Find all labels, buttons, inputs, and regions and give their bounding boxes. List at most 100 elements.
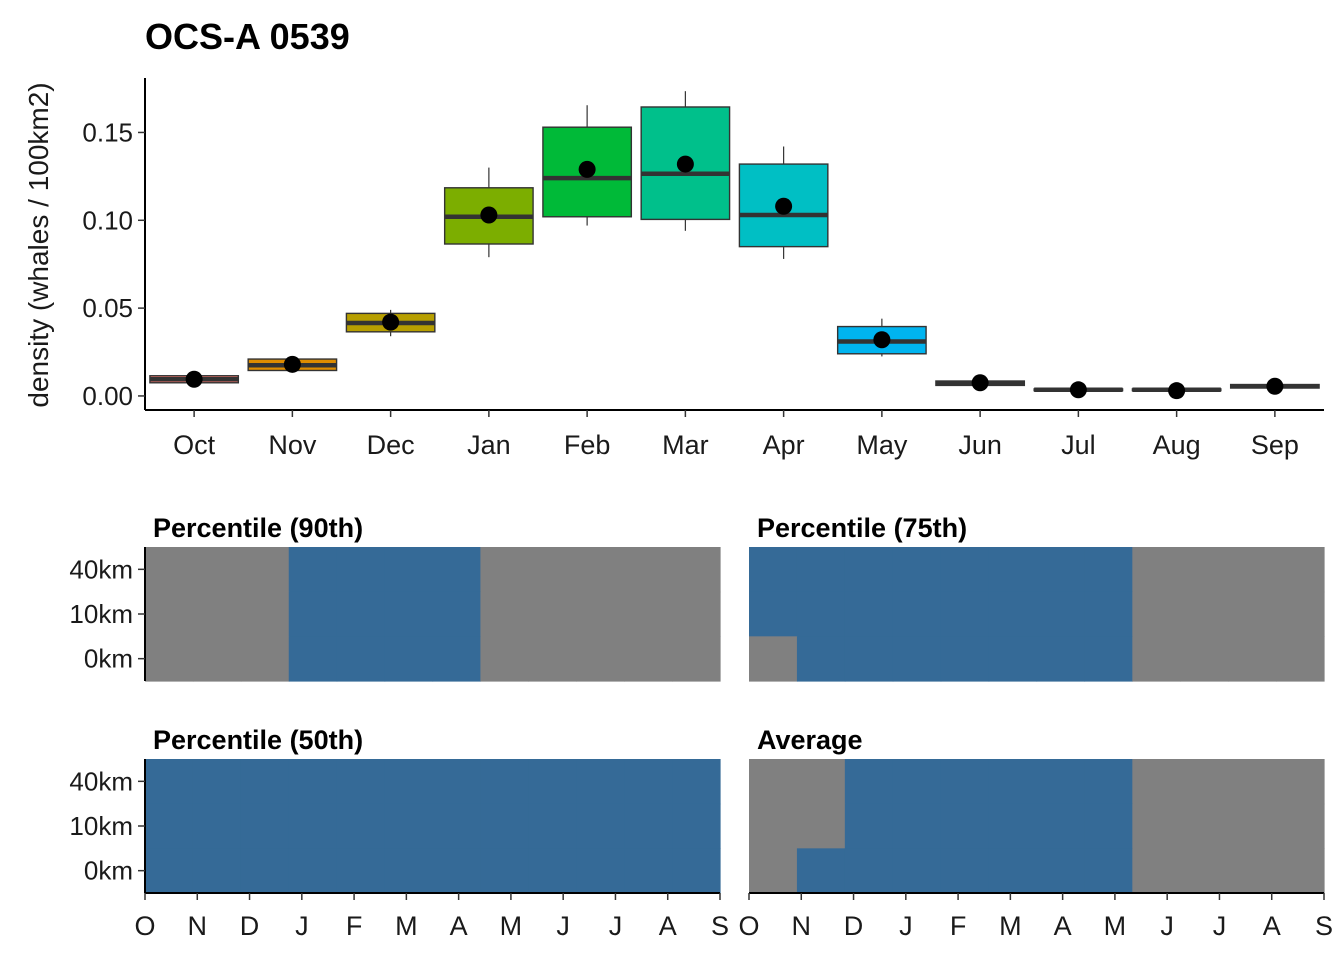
panel-title: Percentile (75th) bbox=[757, 513, 967, 543]
heatmap-cell bbox=[576, 759, 625, 805]
heatmap-cell bbox=[384, 803, 434, 849]
heatmap-cell bbox=[288, 848, 338, 894]
heatmap-cell bbox=[940, 803, 990, 849]
heatmap-cell bbox=[192, 591, 242, 637]
heatmap-cell bbox=[336, 803, 386, 849]
heatmap-cell bbox=[749, 636, 798, 682]
x-tick-label: J bbox=[1160, 911, 1174, 941]
heatmap-cell bbox=[1180, 591, 1229, 637]
x-tick-label: J bbox=[556, 911, 570, 941]
heatmap-cell bbox=[796, 803, 846, 849]
heatmap-cell bbox=[1228, 547, 1277, 593]
heatmap-cell bbox=[1132, 803, 1181, 849]
heatmap-cell bbox=[940, 848, 990, 894]
y-tick-label: 0.15 bbox=[82, 117, 133, 147]
heatmap-cell bbox=[1084, 636, 1133, 682]
heatmap-cell bbox=[796, 547, 846, 593]
heatmap-cell bbox=[988, 803, 1038, 849]
heatmap-cell bbox=[528, 848, 577, 894]
heatmap-cell bbox=[624, 547, 673, 593]
heatmap-cell bbox=[145, 547, 194, 593]
heatmap-cell bbox=[145, 759, 194, 805]
heatmap-cell bbox=[892, 591, 942, 637]
heatmap-cell bbox=[844, 591, 894, 637]
mean-point bbox=[283, 355, 301, 373]
y-tick-label: 0.00 bbox=[82, 381, 133, 411]
heatmap-cell bbox=[1132, 636, 1181, 682]
heatmap-cell bbox=[192, 547, 242, 593]
heatmap-cell bbox=[432, 759, 482, 805]
heatmap-cell bbox=[988, 759, 1038, 805]
heatmap-cell bbox=[384, 636, 434, 682]
box-aug bbox=[1131, 382, 1222, 400]
mean-point bbox=[1168, 382, 1186, 400]
y-axis-label: density (whales / 100km2) bbox=[23, 82, 54, 407]
x-tick-label: D bbox=[240, 911, 260, 941]
x-tick-label: Jun bbox=[958, 430, 1002, 460]
heatmap-cell bbox=[1276, 848, 1325, 894]
box-apr bbox=[738, 146, 829, 259]
heatmap-cell bbox=[672, 636, 721, 682]
y-tick-label: 40km bbox=[69, 554, 133, 584]
x-tick-label: O bbox=[738, 911, 759, 941]
x-tick-label: J bbox=[609, 911, 623, 941]
heatmap-cell bbox=[528, 547, 577, 593]
heatmap-cell bbox=[844, 803, 894, 849]
y-tick-label: 0km bbox=[84, 856, 133, 886]
heatmap-cell bbox=[1084, 803, 1133, 849]
x-tick-label: F bbox=[346, 911, 363, 941]
heatmap-cell bbox=[940, 759, 990, 805]
heatmap-cell bbox=[1276, 759, 1325, 805]
x-tick-label: S bbox=[711, 911, 729, 941]
heatmap-cell bbox=[624, 591, 673, 637]
box-series bbox=[149, 91, 1320, 400]
heatmap-cell bbox=[988, 848, 1038, 894]
heatmap-cell bbox=[672, 848, 721, 894]
heatmap-cell bbox=[988, 636, 1038, 682]
heatmap-cell bbox=[844, 848, 894, 894]
heatmap-cell bbox=[288, 636, 338, 682]
heatmap-cell bbox=[192, 636, 242, 682]
box-dec bbox=[345, 309, 436, 337]
heatmap-cell bbox=[1036, 848, 1086, 894]
heatmap-cell bbox=[528, 759, 577, 805]
heatmap-cell bbox=[576, 848, 625, 894]
heatmap-cell bbox=[749, 803, 798, 849]
x-tick-label: A bbox=[1054, 911, 1072, 941]
box-oct bbox=[149, 370, 240, 388]
heatmap-cell bbox=[1036, 803, 1086, 849]
heatmap-cell bbox=[1276, 547, 1325, 593]
heatmap-cell bbox=[480, 591, 529, 637]
heatmap-cell bbox=[288, 547, 338, 593]
heatmap-cell bbox=[288, 591, 338, 637]
heatmap-cell bbox=[1276, 636, 1325, 682]
x-tick-label: Jul bbox=[1061, 430, 1096, 460]
mean-point bbox=[775, 197, 793, 215]
heatmap-cell bbox=[240, 759, 290, 805]
heatmap-cell bbox=[384, 848, 434, 894]
heatmap-panel-1: Percentile (90th) 40km 10km 0km bbox=[69, 513, 721, 682]
heatmap-cell bbox=[240, 803, 290, 849]
heatmap-cell bbox=[1132, 848, 1181, 894]
heatmap-cell bbox=[796, 636, 846, 682]
x-tick-label: M bbox=[1104, 911, 1127, 941]
heatmap-cell bbox=[844, 547, 894, 593]
x-tick-label: N bbox=[188, 911, 208, 941]
x-tick-label: A bbox=[659, 911, 677, 941]
heatmap-cell bbox=[796, 591, 846, 637]
heatmap-cell bbox=[1228, 636, 1277, 682]
heatmap-cell bbox=[749, 848, 798, 894]
heatmap-cell bbox=[1036, 636, 1086, 682]
heatmap-cell bbox=[892, 803, 942, 849]
density-boxplot: OCS-A 0539 density (whales / 100km2) 0.0… bbox=[23, 16, 1324, 460]
heatmap-cell bbox=[432, 848, 482, 894]
heatmap-cell bbox=[192, 759, 242, 805]
heatmap-cell bbox=[528, 803, 577, 849]
x-tick-label: Feb bbox=[564, 430, 611, 460]
heatmap-cell bbox=[749, 547, 798, 593]
heatmap-cell bbox=[988, 547, 1038, 593]
heatmap-cell bbox=[528, 591, 577, 637]
heatmap-cell bbox=[384, 547, 434, 593]
